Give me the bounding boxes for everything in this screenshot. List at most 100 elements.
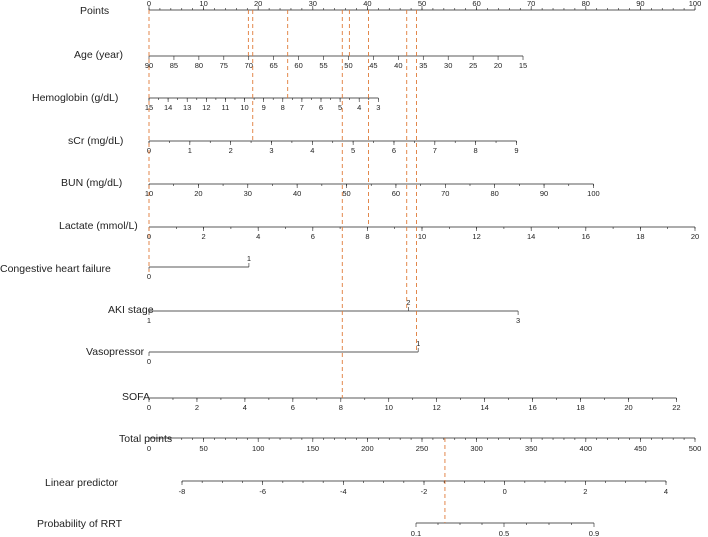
total-points-tick-label: 400 [580, 444, 593, 453]
linear-predictor-tick-label: 4 [664, 487, 668, 496]
variable-tick-label: 70 [245, 61, 253, 70]
variable-tick-label: 11 [222, 103, 230, 112]
variable-tick-label: 40 [394, 61, 402, 70]
variable-tick-label: 2 [195, 403, 199, 412]
variable-tick-label: 90 [540, 189, 548, 198]
points-tick-label: 40 [363, 0, 371, 8]
total-points-tick-label: 50 [199, 444, 207, 453]
variable-tick-label: 4 [256, 232, 260, 241]
variable-tick-label: 55 [319, 61, 327, 70]
points-tick-label: 0 [147, 0, 151, 8]
variable-tick-label: 10 [240, 103, 248, 112]
variable-tick-label: 10 [385, 403, 393, 412]
variable-label-4: Lactate (mmol/L) [59, 220, 138, 232]
variable-tick-label: 80 [491, 189, 499, 198]
variable-tick-label: 6 [311, 232, 315, 241]
variable-tick-label: 9 [514, 146, 518, 155]
variable-tick-label: 60 [392, 189, 400, 198]
probability-tick-label: 0.1 [411, 529, 421, 537]
linear-predictor-tick-label: -4 [340, 487, 347, 496]
variable-tick-label: 6 [392, 146, 396, 155]
points-tick-label: 80 [582, 0, 590, 8]
points-tick-label: 100 [689, 0, 702, 8]
variable-tick-label: 12 [433, 403, 441, 412]
variable-tick-label: 30 [444, 61, 452, 70]
linear-predictor-tick-label: 2 [583, 487, 587, 496]
variable-label-2: sCr (mg/dL) [68, 135, 123, 147]
variable-tick-label: 15 [145, 103, 153, 112]
variable-label-7: Vasopressor [86, 346, 145, 358]
variable-tick-label: 30 [244, 189, 252, 198]
variable-tick-label: 20 [494, 61, 502, 70]
variable-tick-label: 1 [416, 339, 420, 348]
variable-tick-label: 7 [433, 146, 437, 155]
points-tick-label: 20 [254, 0, 262, 8]
points-tick-label: 30 [309, 0, 317, 8]
variable-tick-label: 4 [243, 403, 247, 412]
linear-predictor-tick-label: -2 [421, 487, 428, 496]
variable-tick-label: 65 [269, 61, 277, 70]
variable-tick-label: 3 [269, 146, 273, 155]
variable-tick-label: 16 [582, 232, 590, 241]
total-points-tick-label: 250 [416, 444, 429, 453]
variable-label-8: SOFA [122, 391, 150, 403]
variable-tick-label: 13 [183, 103, 191, 112]
guide-lines [148, 10, 446, 523]
variable-tick-label: 50 [342, 189, 350, 198]
variable-tick-label: 75 [220, 61, 228, 70]
variable-tick-label: 6 [319, 103, 323, 112]
variable-tick-label: 22 [672, 403, 680, 412]
variable-tick-label: 10 [418, 232, 426, 241]
points-tick-label: 60 [472, 0, 480, 8]
variable-tick-label: 9 [262, 103, 266, 112]
variable-tick-label: 45 [369, 61, 377, 70]
variable-tick-label: 20 [624, 403, 632, 412]
variable-tick-label: 6 [291, 403, 295, 412]
variable-label-1: Hemoglobin (g/dL) [32, 92, 118, 104]
points-tick-label: 70 [527, 0, 535, 8]
total-points-tick-label: 200 [361, 444, 374, 453]
variable-tick-label: 12 [472, 232, 480, 241]
variable-tick-label: 25 [469, 61, 477, 70]
variable-tick-label: 90 [145, 61, 153, 70]
variable-tick-label: 4 [310, 146, 314, 155]
points-tick-label: 10 [199, 0, 207, 8]
total-points-tick-label: 100 [252, 444, 265, 453]
variable-tick-label: 20 [691, 232, 699, 241]
points-scale-label: Points [80, 5, 109, 17]
variable-tick-label: 2 [406, 298, 410, 307]
total-points-tick-label: 500 [689, 444, 702, 453]
variable-tick-label: 2 [229, 146, 233, 155]
linear-predictor-tick-label: -8 [179, 487, 186, 496]
variable-tick-label: 5 [338, 103, 342, 112]
variable-tick-label: 0 [147, 357, 151, 366]
linear-predictor-label: Linear predictor [45, 477, 118, 489]
total-points-tick-label: 150 [307, 444, 320, 453]
variable-tick-label: 8 [365, 232, 369, 241]
variable-tick-label: 80 [195, 61, 203, 70]
linear-predictor-tick-label: 0 [503, 487, 507, 496]
variable-tick-label: 18 [636, 232, 644, 241]
variable-tick-label: 5 [351, 146, 355, 155]
total-points-tick-label: 300 [470, 444, 483, 453]
total-points-tick-label: 450 [634, 444, 647, 453]
variable-tick-label: 50 [344, 61, 352, 70]
points-tick-label: 50 [418, 0, 426, 8]
variable-tick-label: 35 [419, 61, 427, 70]
variable-tick-label: 0 [147, 403, 151, 412]
total-points-tick-label: 350 [525, 444, 538, 453]
linear-predictor-tick-label: -6 [259, 487, 266, 496]
variable-tick-label: 2 [202, 232, 206, 241]
variable-tick-label: 40 [293, 189, 301, 198]
variable-label-3: BUN (mg/dL) [61, 177, 122, 189]
total-points-tick-label: 0 [147, 444, 151, 453]
variable-tick-label: 8 [281, 103, 285, 112]
variable-tick-label: 14 [527, 232, 535, 241]
variable-tick-label: 14 [164, 103, 172, 112]
variable-tick-label: 1 [147, 316, 151, 325]
variable-tick-label: 85 [170, 61, 178, 70]
variable-tick-label: 0 [147, 272, 151, 281]
points-tick-label: 90 [636, 0, 644, 8]
variable-label-6: AKI stage [108, 304, 154, 316]
